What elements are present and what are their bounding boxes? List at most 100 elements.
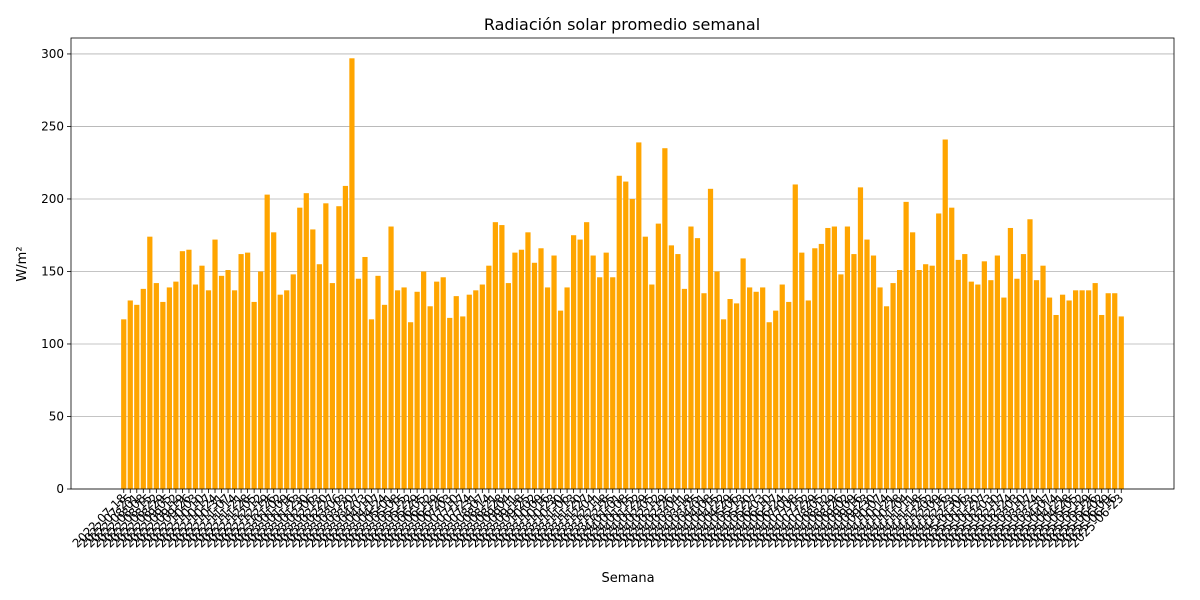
- bar: [1079, 290, 1085, 489]
- bar: [173, 281, 179, 489]
- bar: [531, 262, 538, 489]
- bar: [355, 278, 362, 489]
- bar: [733, 303, 740, 489]
- bar: [473, 290, 479, 489]
- bar: [368, 319, 375, 489]
- bar: [518, 249, 525, 489]
- bar: [753, 291, 759, 489]
- bar: [890, 283, 896, 489]
- bar: [479, 284, 485, 489]
- bar: [225, 270, 231, 489]
- bar: [192, 284, 199, 489]
- bar: [805, 300, 811, 489]
- bar: [642, 236, 648, 489]
- bar: [557, 310, 564, 489]
- bar: [883, 306, 890, 489]
- bar: [870, 255, 877, 489]
- bar: [636, 142, 642, 490]
- y-tick-label: 50: [49, 409, 64, 423]
- bar: [975, 284, 981, 489]
- bar: [231, 290, 238, 489]
- bar: [590, 255, 596, 489]
- bar: [760, 287, 766, 489]
- bar: [896, 270, 903, 489]
- bar: [792, 184, 798, 489]
- bar: [342, 185, 349, 490]
- bar: [681, 288, 688, 489]
- bar: [838, 274, 844, 489]
- bar: [323, 203, 329, 489]
- bar: [1073, 290, 1079, 489]
- bar: [388, 226, 394, 489]
- bar: [1105, 293, 1111, 489]
- bar: [362, 256, 368, 489]
- bar: [140, 288, 146, 489]
- bar: [597, 277, 603, 489]
- bar: [512, 252, 518, 489]
- bar: [245, 252, 251, 489]
- bar: [251, 301, 257, 489]
- bar: [166, 287, 172, 489]
- bar: [264, 194, 270, 489]
- bar: [988, 280, 994, 489]
- bar: [857, 187, 864, 489]
- bar: [349, 58, 355, 490]
- bar: [688, 226, 694, 489]
- bar: [694, 238, 701, 489]
- bar: [610, 277, 616, 489]
- bar: [1053, 314, 1059, 489]
- bar: [942, 139, 948, 489]
- bar: [212, 239, 218, 489]
- bar: [551, 255, 557, 489]
- bar: [766, 322, 772, 489]
- bar: [258, 271, 264, 489]
- bar: [538, 248, 544, 489]
- bar: [453, 296, 459, 489]
- bar: [238, 254, 244, 489]
- bar: [492, 222, 498, 490]
- bar: [1046, 297, 1053, 489]
- bar: [962, 254, 968, 489]
- bar: [655, 223, 661, 489]
- bar: [544, 287, 551, 489]
- bar: [877, 287, 883, 489]
- bar: [375, 275, 381, 489]
- bar: [1001, 297, 1007, 489]
- bar: [747, 287, 753, 489]
- bar: [486, 265, 492, 489]
- bar: [121, 319, 127, 489]
- bar: [564, 287, 570, 489]
- bar: [1086, 290, 1092, 489]
- bar: [714, 271, 720, 489]
- bar: [1099, 314, 1105, 489]
- bar: [1059, 294, 1066, 489]
- bar: [916, 270, 922, 489]
- y-tick-label: 250: [41, 119, 64, 133]
- bar: [1040, 265, 1046, 489]
- bar: [773, 310, 779, 489]
- bar: [1020, 254, 1027, 489]
- bar: [147, 236, 153, 489]
- bar: [720, 319, 727, 489]
- y-tick-label: 200: [41, 192, 64, 206]
- bar: [929, 265, 935, 489]
- bar: [205, 290, 212, 489]
- bar: [786, 301, 792, 489]
- bar: [831, 226, 837, 489]
- bar: [310, 229, 316, 490]
- bar: [812, 248, 818, 489]
- bar: [303, 193, 309, 489]
- bar: [923, 264, 929, 489]
- bar: [584, 222, 590, 490]
- bar: [408, 322, 414, 489]
- bar: [577, 239, 583, 489]
- bar: [336, 206, 342, 490]
- bar: [799, 252, 805, 489]
- bar: [1014, 278, 1020, 489]
- y-tick-label: 100: [41, 337, 64, 351]
- bar: [1118, 316, 1124, 489]
- bar: [910, 232, 916, 490]
- bar: [505, 283, 512, 489]
- bar: [421, 271, 427, 489]
- bar: [179, 251, 186, 489]
